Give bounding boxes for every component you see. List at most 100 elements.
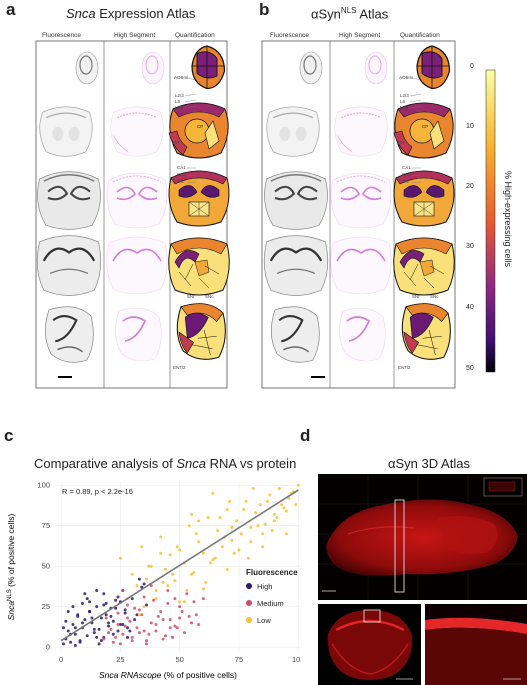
x-tick-label: 100: [292, 655, 300, 664]
panel-d-images: [318, 474, 527, 685]
scatter-point-low: [232, 551, 236, 555]
panel-a-region-cp: CP: [197, 124, 204, 129]
panel-b-region-cp: CP: [422, 124, 429, 129]
scatter-point-medium: [161, 618, 165, 622]
scatter-point-medium: [147, 632, 151, 636]
scatter-point-low: [154, 588, 158, 592]
panel-b-region-snr: SNr: [412, 294, 420, 299]
legend-swatch-medium: [246, 600, 252, 606]
scatter-point-low: [256, 524, 260, 528]
scatter-point-low: [173, 579, 177, 583]
scatter-point-low: [273, 512, 277, 516]
scatter-point-low: [171, 572, 175, 576]
scatter-point-low: [190, 512, 194, 516]
scatter-point-high: [114, 606, 118, 610]
scatter-point-low: [225, 508, 229, 512]
y-tick-label: 100: [37, 481, 50, 490]
scatter-point-medium: [185, 592, 189, 596]
scatter-point-low: [159, 535, 163, 539]
panels-ab-graphics: [35, 40, 496, 389]
scatter-point-low: [147, 564, 151, 568]
y-axis-label: SncaNLS (% of positive cells): [6, 514, 16, 621]
panel-a-row-3: [36, 170, 230, 231]
legend-swatch-high: [246, 583, 252, 589]
panel-a-region-dg: DG: [177, 179, 184, 184]
scatter-point-high: [80, 621, 84, 625]
scatter-point-low: [144, 577, 148, 581]
scatter-point-medium: [142, 595, 146, 599]
scatter-point-low: [294, 503, 298, 507]
scatter-point-medium: [135, 626, 139, 630]
scatter-point-medium: [123, 624, 127, 628]
panel-b-region-lsa: LSa: [400, 105, 409, 110]
scatter-point-low: [130, 572, 134, 576]
scatter-point-high: [144, 603, 148, 607]
x-tick-label: 25: [116, 655, 124, 664]
scatter-point-low: [185, 588, 189, 592]
scatter-point-low: [280, 503, 284, 507]
panel-b-col-quantification: Quantification: [400, 32, 440, 39]
scatter-point-high: [130, 597, 134, 601]
scatter-point-low: [249, 540, 253, 544]
scatter-point-high: [123, 611, 127, 615]
scatter-point-medium: [118, 642, 122, 646]
scatter-point-high: [97, 627, 101, 631]
panel-b-row-3: [263, 170, 455, 231]
panel-a-region-ca3: CA3: [177, 172, 186, 177]
scatter-point-high: [69, 640, 73, 644]
scatter-point-low: [254, 511, 258, 515]
colorbar-tick-40: 40: [466, 304, 474, 311]
scatter-point-low: [273, 519, 277, 523]
scatter-point-high: [83, 592, 87, 596]
panel-d-title: αSyn 3D Atlas: [388, 456, 470, 471]
panel-a-region-snc: SNc: [205, 294, 214, 299]
scatter-point-low: [275, 516, 279, 520]
scatter-point-low: [197, 540, 201, 544]
scatter-point-high: [128, 629, 132, 633]
scatter-point-medium: [144, 642, 148, 646]
panel-b-region-ca1: CA1: [402, 165, 411, 170]
scatter-point-high: [126, 626, 130, 630]
scatter-point-high: [121, 622, 125, 626]
scatter-point-low: [239, 532, 243, 536]
scatter-point-medium: [154, 622, 158, 626]
scatter-point-medium: [137, 631, 141, 635]
scatter-point-low: [192, 571, 196, 575]
scatter-point-high: [104, 613, 108, 617]
panel-a-row-4: [36, 234, 230, 297]
scatter-point-high: [102, 603, 106, 607]
scatter-point-medium: [102, 637, 106, 641]
scatter-point-medium: [154, 629, 158, 633]
scatter-point-high: [88, 610, 92, 614]
scatter-point-medium: [116, 622, 120, 626]
scatter-point-high: [95, 588, 99, 592]
x-tick-label: 0: [59, 655, 63, 664]
scatter-point-low: [261, 545, 265, 549]
scatter-point-high: [142, 582, 146, 586]
scatter-point-medium: [192, 600, 196, 604]
panel-b-frame: [261, 40, 456, 389]
scatter-point-medium: [163, 634, 167, 638]
panel-a-label: a: [6, 0, 16, 19]
scatter-point-medium: [152, 598, 156, 602]
scatter-point-high: [73, 632, 77, 636]
panel-a-row-2: [39, 102, 229, 159]
legend-title: Fluorescence: [246, 568, 298, 577]
scatter-point-medium: [166, 601, 170, 605]
scatter-point-high: [66, 629, 70, 633]
scatter-point-medium: [142, 629, 146, 633]
panel-a-col-quantification: Quantification: [175, 32, 215, 39]
scatter-point-medium: [111, 640, 115, 644]
panel-a-row-1: [75, 45, 226, 90]
scatter-point-high: [71, 622, 75, 626]
scatter-point-high: [109, 614, 113, 618]
scatter-point-low: [175, 545, 179, 549]
panel-c-label: c: [4, 426, 14, 445]
panel-b-scale-bar: [311, 376, 325, 378]
scatter-point-low: [209, 561, 213, 565]
colorbar-tick-10: 10: [466, 123, 474, 130]
scatter-point-low: [282, 506, 286, 510]
scatter-chart: 0 25 50 75 100 0 25 50 75 100 R = 0.89, p < 2.2e…: [6, 481, 300, 680]
panel-a-region-entl2: ENTl2: [173, 365, 186, 370]
panel-a-col-high-segment: High Segment: [114, 32, 156, 39]
